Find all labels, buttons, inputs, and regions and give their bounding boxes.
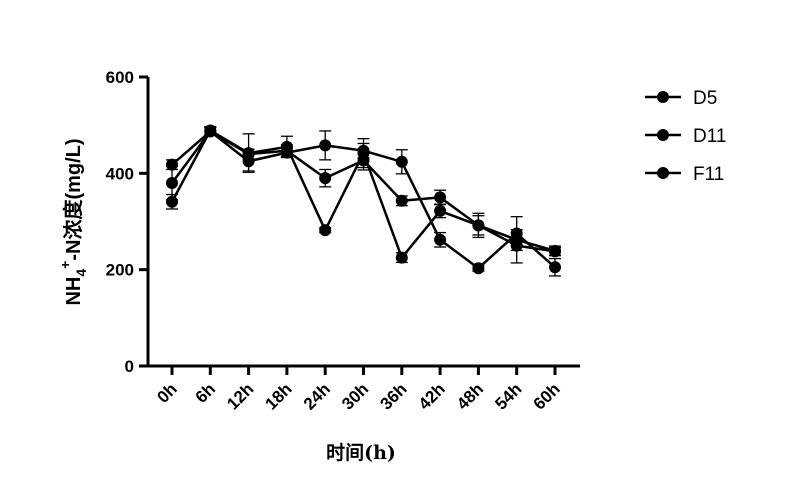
x-tick-label: 36h [376, 379, 410, 413]
data-point [510, 227, 523, 240]
legend: D5 D11 F11 [645, 88, 726, 185]
x-axis-label: 时间(h) [326, 442, 396, 464]
x-tick-label: 48h [453, 379, 487, 413]
data-point [166, 195, 178, 208]
data-point [166, 158, 178, 171]
series-layer [166, 124, 561, 277]
data-point [510, 239, 523, 252]
x-tick-label: 42h [415, 379, 449, 413]
data-point [434, 204, 447, 217]
x-tick-label: 30h [338, 379, 372, 413]
data-point [472, 219, 485, 232]
y-axis-label: NH4+-N浓度(mg/L) [57, 138, 89, 305]
x-tick-label: 18h [262, 379, 296, 413]
x-tick-label: 6h [192, 379, 219, 406]
legend-item-D11: D11 [645, 126, 726, 147]
x-ticks: 0h 6h 12h 18h 24h 30h 36h 42h 48h 54h 60h [153, 366, 564, 414]
x-tick-label: 0h [153, 379, 180, 406]
data-point [472, 262, 485, 275]
x-tick-label: 12h [223, 379, 257, 413]
data-point [166, 176, 178, 189]
y-tick-label: 0 [125, 357, 134, 376]
legend-label: D11 [693, 126, 726, 147]
data-point [434, 233, 447, 246]
data-point [280, 144, 293, 157]
data-point [319, 224, 332, 237]
data-point [395, 194, 408, 207]
legend-item-F11: F11 [645, 164, 724, 185]
data-point [242, 148, 255, 161]
x-tick-label: 54h [491, 379, 525, 413]
legend-label: F11 [693, 164, 724, 185]
data-point [549, 245, 561, 258]
data-point [204, 125, 217, 138]
data-point [319, 139, 332, 152]
axes [146, 77, 580, 368]
y-tick-label: 600 [106, 68, 134, 87]
y-tick-label: 400 [106, 164, 134, 183]
legend-item-D5: D5 [645, 88, 717, 109]
data-point [395, 155, 408, 168]
legend-marker [657, 129, 669, 141]
legend-marker [657, 167, 669, 179]
data-point [357, 154, 370, 167]
series-F11 [166, 125, 561, 258]
data-point [549, 261, 561, 274]
series-D11 [166, 125, 561, 277]
x-tick-label: 24h [300, 379, 334, 413]
legend-marker [657, 91, 669, 103]
data-point [395, 251, 408, 264]
legend-label: D5 [693, 88, 717, 109]
y-tick-label: 200 [106, 261, 134, 280]
data-point [319, 172, 332, 185]
y-ticks: 0 200 400 600 [106, 68, 148, 376]
data-point [434, 191, 447, 204]
x-tick-label: 60h [530, 379, 564, 413]
